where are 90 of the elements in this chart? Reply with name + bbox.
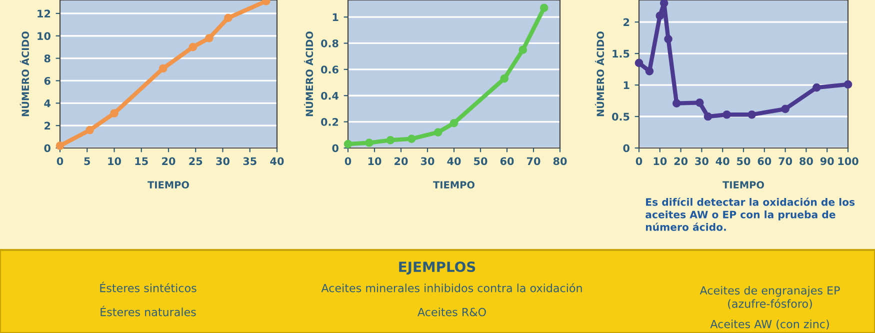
x-tick-label: 10 bbox=[368, 157, 382, 166]
point bbox=[365, 138, 374, 147]
y-tick-label: 0 bbox=[623, 144, 630, 152]
point bbox=[56, 142, 64, 150]
point bbox=[645, 67, 654, 76]
y-tick-label: 12 bbox=[38, 10, 50, 18]
x-tick-label: 10 bbox=[108, 157, 121, 166]
point bbox=[660, 0, 668, 8]
x-tick-label: 20 bbox=[162, 157, 176, 166]
point bbox=[158, 64, 168, 73]
y-axis-title: NÚMERO ÁCIDO bbox=[594, 31, 604, 116]
x-tick-label: 50 bbox=[474, 157, 488, 166]
y-tick-label: 1.5 bbox=[612, 50, 630, 58]
y-tick-label: 0.5 bbox=[612, 112, 630, 121]
text: Ésteres sintéticos bbox=[100, 282, 196, 292]
point bbox=[518, 46, 528, 54]
text: Ésteres naturales bbox=[100, 306, 196, 316]
point bbox=[86, 126, 94, 134]
point bbox=[110, 109, 118, 118]
text: Aceites AW (con zinc) bbox=[710, 320, 829, 330]
y-tick-label: 4 bbox=[44, 100, 50, 108]
x-axis-title: TIEMPO bbox=[433, 181, 474, 189]
y-tick-label: 6 bbox=[44, 76, 50, 85]
point bbox=[664, 34, 672, 44]
x-tick-label: 80 bbox=[553, 157, 567, 166]
y-tick-label: 2 bbox=[624, 18, 630, 26]
x-tick-label: 40 bbox=[270, 157, 284, 166]
point bbox=[407, 134, 416, 143]
x-tick-label: 10 bbox=[654, 157, 667, 166]
point bbox=[188, 42, 198, 52]
x-axis-title: TIEMPO bbox=[148, 181, 189, 189]
x-tick-label: 40 bbox=[716, 157, 730, 166]
x-tick-label: 30 bbox=[216, 157, 230, 166]
text: EJEMPLOS bbox=[399, 262, 476, 275]
x-tick-label: 5 bbox=[84, 157, 90, 166]
x-tick-label: 20 bbox=[674, 157, 688, 166]
x-tick-label: 60 bbox=[500, 157, 514, 166]
y-axis-title: NÚMERO ÁCIDO bbox=[304, 31, 314, 116]
point bbox=[634, 58, 644, 68]
x-tick-label: 35 bbox=[243, 157, 256, 166]
y-axis-title: NÚMERO ÁCIDO bbox=[20, 31, 30, 116]
point bbox=[844, 80, 852, 89]
point bbox=[500, 74, 509, 83]
x-tick-label: 100 bbox=[838, 157, 858, 166]
x-axis-title: TIEMPO bbox=[722, 181, 764, 189]
point bbox=[695, 98, 704, 107]
y-tick-label: 0 bbox=[44, 144, 50, 152]
point bbox=[224, 14, 232, 22]
x-tick-label: 50 bbox=[737, 157, 750, 166]
y-tick-label: 10 bbox=[38, 32, 50, 40]
text: Aceites de engranajes EP (azufre-fósforo) bbox=[700, 286, 840, 310]
x-tick-label: 0 bbox=[344, 157, 352, 166]
point bbox=[205, 34, 214, 42]
point bbox=[540, 4, 548, 12]
y-tick-label: 0 bbox=[332, 144, 338, 152]
x-tick-label: 15 bbox=[135, 157, 148, 166]
x-tick-label: 40 bbox=[447, 157, 461, 166]
point bbox=[450, 118, 458, 128]
x-tick-label: 30 bbox=[695, 157, 708, 166]
y-tick-label: 1 bbox=[332, 13, 338, 21]
point bbox=[748, 110, 756, 119]
x-tick-label: 90 bbox=[820, 157, 834, 166]
y-tick-label: 8 bbox=[44, 54, 50, 62]
x-tick-label: 80 bbox=[800, 157, 813, 166]
y-tick-label: 0.8 bbox=[321, 39, 338, 48]
point bbox=[386, 136, 395, 144]
point bbox=[434, 128, 442, 136]
y-tick-label: 0.4 bbox=[321, 92, 338, 100]
x-tick-label: 70 bbox=[526, 157, 540, 166]
text: Es difícil detectar la oxidación de los aceites AW o EP con la prueba de número ácido. bbox=[646, 198, 855, 231]
x-tick-label: 30 bbox=[420, 157, 434, 166]
x-tick-label: 20 bbox=[394, 157, 408, 166]
point bbox=[656, 12, 664, 20]
text: Aceites minerales inhibidos contra la oxidación bbox=[321, 283, 582, 292]
point bbox=[672, 99, 681, 108]
y-tick-label: 0.2 bbox=[321, 118, 338, 126]
x-tick-label: 0 bbox=[56, 157, 64, 166]
point bbox=[812, 83, 821, 92]
y-tick-label: 2 bbox=[44, 122, 50, 130]
point bbox=[781, 104, 790, 114]
y-tick-label: 0.6 bbox=[321, 66, 338, 74]
text: Aceites R&O bbox=[418, 308, 486, 316]
x-tick-label: 25 bbox=[189, 157, 202, 166]
point bbox=[722, 110, 731, 119]
point bbox=[344, 140, 352, 148]
x-tick-label: 70 bbox=[778, 157, 792, 166]
x-tick-label: 60 bbox=[758, 157, 772, 166]
y-tick-label: 1 bbox=[624, 81, 630, 89]
point bbox=[704, 112, 712, 121]
x-tick-label: 0 bbox=[636, 157, 642, 166]
